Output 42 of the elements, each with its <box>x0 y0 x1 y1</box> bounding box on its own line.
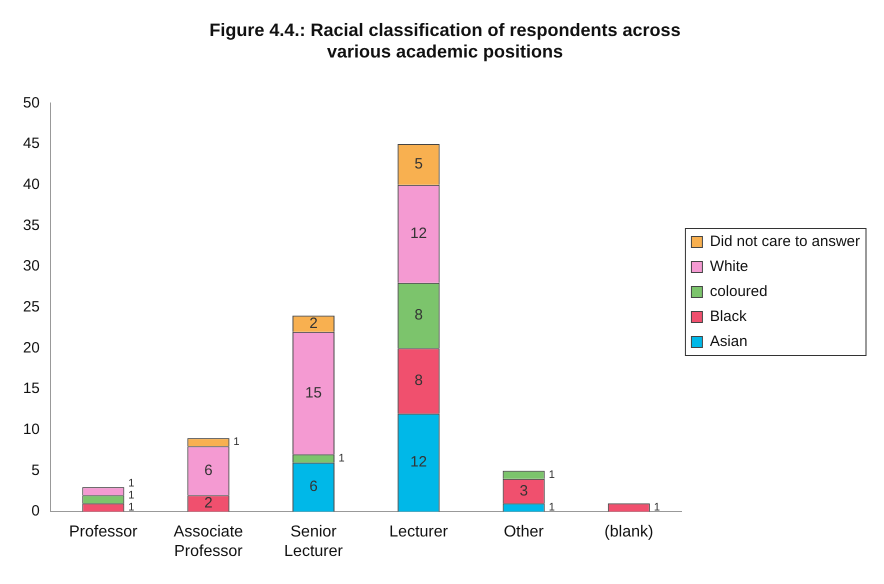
data-label: 1 <box>548 502 555 514</box>
data-label: 1 <box>233 436 240 448</box>
data-label: 6 <box>309 478 318 496</box>
y-tick-label: 45 <box>22 135 40 152</box>
data-label: 12 <box>410 454 427 471</box>
data-label: 5 <box>414 156 423 173</box>
y-tick-label: 30 <box>22 258 40 275</box>
y-tick-label: 50 <box>22 94 40 112</box>
data-label: 1 <box>338 452 345 465</box>
x-tick-label: Professor <box>69 524 138 541</box>
y-tick-label: 40 <box>22 176 40 194</box>
y-tick-label: 0 <box>31 502 40 520</box>
x-tick-label: Senior Lecturer <box>284 524 344 560</box>
x-tick-label: (blank) <box>604 524 654 541</box>
data-label: 8 <box>414 306 423 324</box>
data-label: 1 <box>548 468 555 481</box>
data-label: 1 <box>128 490 134 502</box>
legend-label: coloured <box>710 283 768 300</box>
legend-label: Asian <box>710 333 748 350</box>
y-tick-label: 35 <box>22 216 40 234</box>
data-label: 8 <box>414 372 423 390</box>
x-tick-label: Associate Professor <box>174 524 244 560</box>
x-tick-label: Other <box>504 524 544 541</box>
y-tick-label: 20 <box>22 339 40 356</box>
data-label: 15 <box>305 384 322 402</box>
data-label: 1 <box>128 502 134 514</box>
data-label: 6 <box>204 462 213 479</box>
data-label: 2 <box>309 314 318 332</box>
legend-label: Black <box>710 308 748 326</box>
y-tick-label: 15 <box>22 380 40 398</box>
x-tick-label: Lecturer <box>389 524 449 541</box>
legend-label: White <box>710 258 748 276</box>
data-label: 1 <box>128 478 134 490</box>
y-tick-label: 5 <box>31 462 40 479</box>
legend-label: Did not care to answer <box>710 233 860 250</box>
data-label: 2 <box>204 494 213 512</box>
data-label: 1 <box>654 502 660 514</box>
chart-title: Figure 4.4.: Racial classification of respondents across various academic positions <box>209 20 681 62</box>
data-label: 12 <box>410 225 427 242</box>
data-label: 3 <box>520 482 528 500</box>
y-tick-label: 10 <box>22 421 40 438</box>
y-tick-label: 25 <box>22 298 40 316</box>
